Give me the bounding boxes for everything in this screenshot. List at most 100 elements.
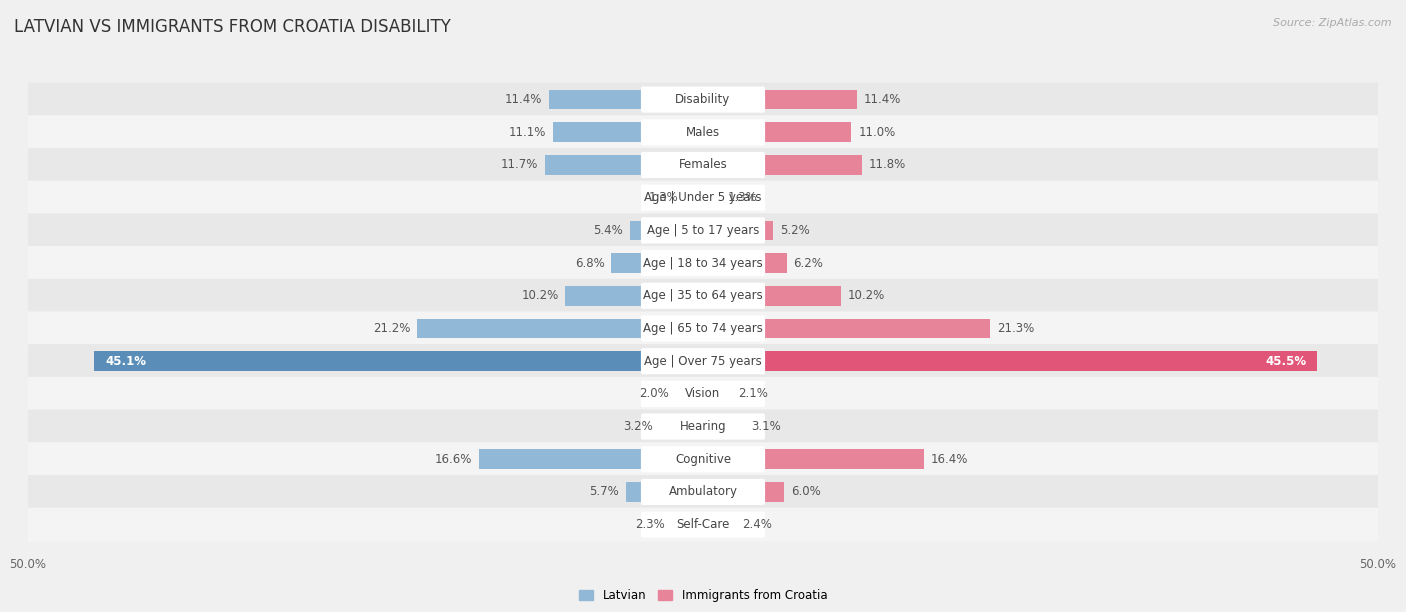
FancyBboxPatch shape — [641, 86, 765, 113]
Bar — [550, 90, 643, 110]
Text: 11.1%: 11.1% — [509, 126, 547, 139]
FancyBboxPatch shape — [641, 348, 765, 375]
FancyBboxPatch shape — [28, 279, 1378, 313]
FancyBboxPatch shape — [641, 185, 765, 211]
Text: 2.0%: 2.0% — [640, 387, 669, 400]
Text: 1.3%: 1.3% — [650, 191, 679, 204]
FancyBboxPatch shape — [641, 119, 765, 146]
Bar — [546, 155, 643, 175]
FancyBboxPatch shape — [641, 217, 765, 244]
Text: Age | Over 75 years: Age | Over 75 years — [644, 355, 762, 368]
Text: Females: Females — [679, 159, 727, 171]
Text: LATVIAN VS IMMIGRANTS FROM CROATIA DISABILITY: LATVIAN VS IMMIGRANTS FROM CROATIA DISAB… — [14, 18, 451, 36]
FancyBboxPatch shape — [28, 148, 1378, 182]
FancyBboxPatch shape — [641, 283, 765, 309]
FancyBboxPatch shape — [28, 181, 1378, 215]
Text: Age | Under 5 years: Age | Under 5 years — [644, 191, 762, 204]
Bar — [763, 253, 787, 273]
Text: 5.4%: 5.4% — [593, 224, 623, 237]
FancyBboxPatch shape — [641, 250, 765, 276]
FancyBboxPatch shape — [641, 414, 765, 439]
Text: 21.2%: 21.2% — [373, 322, 411, 335]
Bar — [612, 253, 643, 273]
Text: 5.2%: 5.2% — [780, 224, 810, 237]
FancyBboxPatch shape — [28, 214, 1378, 247]
Text: 6.0%: 6.0% — [790, 485, 821, 498]
Text: 45.5%: 45.5% — [1265, 355, 1306, 368]
Bar — [763, 286, 841, 305]
Text: 45.1%: 45.1% — [105, 355, 146, 368]
Text: 11.7%: 11.7% — [501, 159, 538, 171]
Text: 11.4%: 11.4% — [863, 93, 901, 106]
Text: Age | 5 to 17 years: Age | 5 to 17 years — [647, 224, 759, 237]
Bar — [763, 351, 1317, 371]
Text: Males: Males — [686, 126, 720, 139]
Bar — [763, 449, 924, 469]
Text: Hearing: Hearing — [679, 420, 727, 433]
FancyBboxPatch shape — [28, 442, 1378, 476]
Text: Ambulatory: Ambulatory — [668, 485, 738, 498]
Bar — [735, 515, 763, 534]
FancyBboxPatch shape — [641, 479, 765, 505]
Bar — [745, 417, 763, 436]
FancyBboxPatch shape — [641, 381, 765, 407]
Text: 16.4%: 16.4% — [931, 453, 969, 466]
Text: Cognitive: Cognitive — [675, 453, 731, 466]
Text: Disability: Disability — [675, 93, 731, 106]
Bar — [643, 417, 659, 436]
FancyBboxPatch shape — [28, 83, 1378, 117]
Text: 6.2%: 6.2% — [793, 256, 824, 269]
FancyBboxPatch shape — [641, 512, 765, 538]
FancyBboxPatch shape — [28, 475, 1378, 509]
Text: 3.1%: 3.1% — [752, 420, 782, 433]
Bar — [626, 482, 643, 502]
FancyBboxPatch shape — [641, 152, 765, 178]
FancyBboxPatch shape — [641, 315, 765, 341]
Bar — [643, 188, 686, 207]
FancyBboxPatch shape — [28, 377, 1378, 411]
FancyBboxPatch shape — [28, 312, 1378, 345]
Text: Source: ZipAtlas.com: Source: ZipAtlas.com — [1274, 18, 1392, 28]
Bar — [763, 90, 856, 110]
Text: 1.3%: 1.3% — [727, 191, 756, 204]
Text: Vision: Vision — [685, 387, 721, 400]
Text: 2.3%: 2.3% — [636, 518, 665, 531]
FancyBboxPatch shape — [641, 446, 765, 472]
Bar — [763, 319, 990, 338]
FancyBboxPatch shape — [28, 246, 1378, 280]
Bar — [731, 384, 763, 404]
Text: 6.8%: 6.8% — [575, 256, 605, 269]
Text: 10.2%: 10.2% — [848, 289, 884, 302]
FancyBboxPatch shape — [28, 115, 1378, 149]
FancyBboxPatch shape — [28, 507, 1378, 542]
Bar — [565, 286, 643, 305]
Text: 11.0%: 11.0% — [858, 126, 896, 139]
Bar — [763, 155, 862, 175]
Bar — [94, 351, 643, 371]
Text: 16.6%: 16.6% — [434, 453, 472, 466]
Text: Self-Care: Self-Care — [676, 518, 730, 531]
Bar — [763, 482, 785, 502]
Text: 21.3%: 21.3% — [997, 322, 1035, 335]
Bar — [479, 449, 643, 469]
Text: 2.4%: 2.4% — [742, 518, 772, 531]
Bar — [416, 319, 643, 338]
Text: Age | 18 to 34 years: Age | 18 to 34 years — [643, 256, 763, 269]
Text: 11.4%: 11.4% — [505, 93, 543, 106]
Bar — [630, 220, 643, 240]
Bar — [643, 384, 676, 404]
Bar — [763, 122, 852, 142]
Text: Age | 35 to 64 years: Age | 35 to 64 years — [643, 289, 763, 302]
Bar — [553, 122, 643, 142]
Bar — [720, 188, 763, 207]
FancyBboxPatch shape — [28, 344, 1378, 378]
Text: 5.7%: 5.7% — [589, 485, 619, 498]
Bar — [643, 515, 672, 534]
Text: Age | 65 to 74 years: Age | 65 to 74 years — [643, 322, 763, 335]
Legend: Latvian, Immigrants from Croatia: Latvian, Immigrants from Croatia — [574, 584, 832, 607]
Text: 2.1%: 2.1% — [738, 387, 768, 400]
Bar — [763, 220, 773, 240]
Text: 3.2%: 3.2% — [623, 420, 652, 433]
Text: 11.8%: 11.8% — [869, 159, 907, 171]
FancyBboxPatch shape — [28, 409, 1378, 444]
